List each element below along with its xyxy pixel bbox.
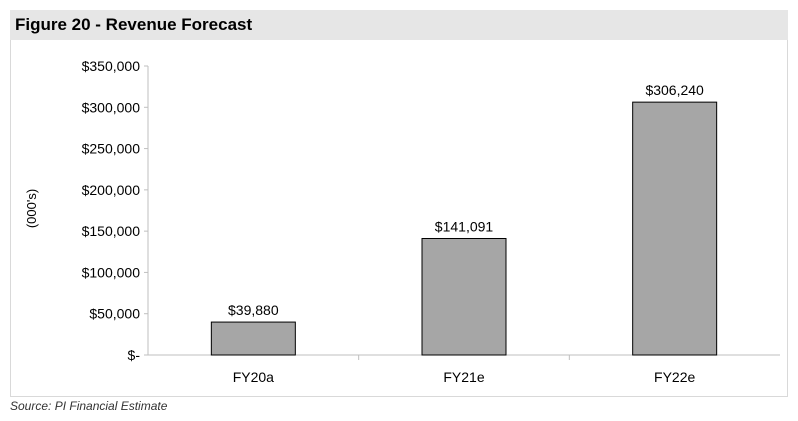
bar-FY21e (421, 237, 507, 356)
y-tick-label: $50,000 (89, 306, 140, 322)
chart-frame (10, 40, 788, 397)
data-label: $306,240 (645, 82, 704, 98)
y-tick-label: $- (128, 347, 141, 363)
y-tick-label: $300,000 (82, 99, 141, 115)
figure-title-bar: Figure 20 - Revenue Forecast (10, 10, 788, 40)
x-tick-label: FY20a (233, 369, 274, 385)
y-tick-label: $200,000 (82, 182, 141, 198)
x-tick-label: FY21e (443, 369, 484, 385)
bar-FY22e (632, 101, 718, 356)
y-axis-title: (000's) (24, 189, 39, 228)
y-tick-label: $100,000 (82, 264, 141, 280)
data-label: $39,880 (228, 302, 279, 318)
bar-FY20a (210, 321, 296, 356)
y-tick-label: $350,000 (82, 58, 141, 74)
x-tick-label: FY22e (654, 369, 695, 385)
y-tick-label: $150,000 (82, 223, 141, 239)
source-note: Source: PI Financial Estimate (10, 399, 168, 413)
data-label: $141,091 (435, 218, 494, 234)
y-tick-label: $250,000 (82, 141, 141, 157)
figure-title: Figure 20 - Revenue Forecast (15, 15, 253, 34)
